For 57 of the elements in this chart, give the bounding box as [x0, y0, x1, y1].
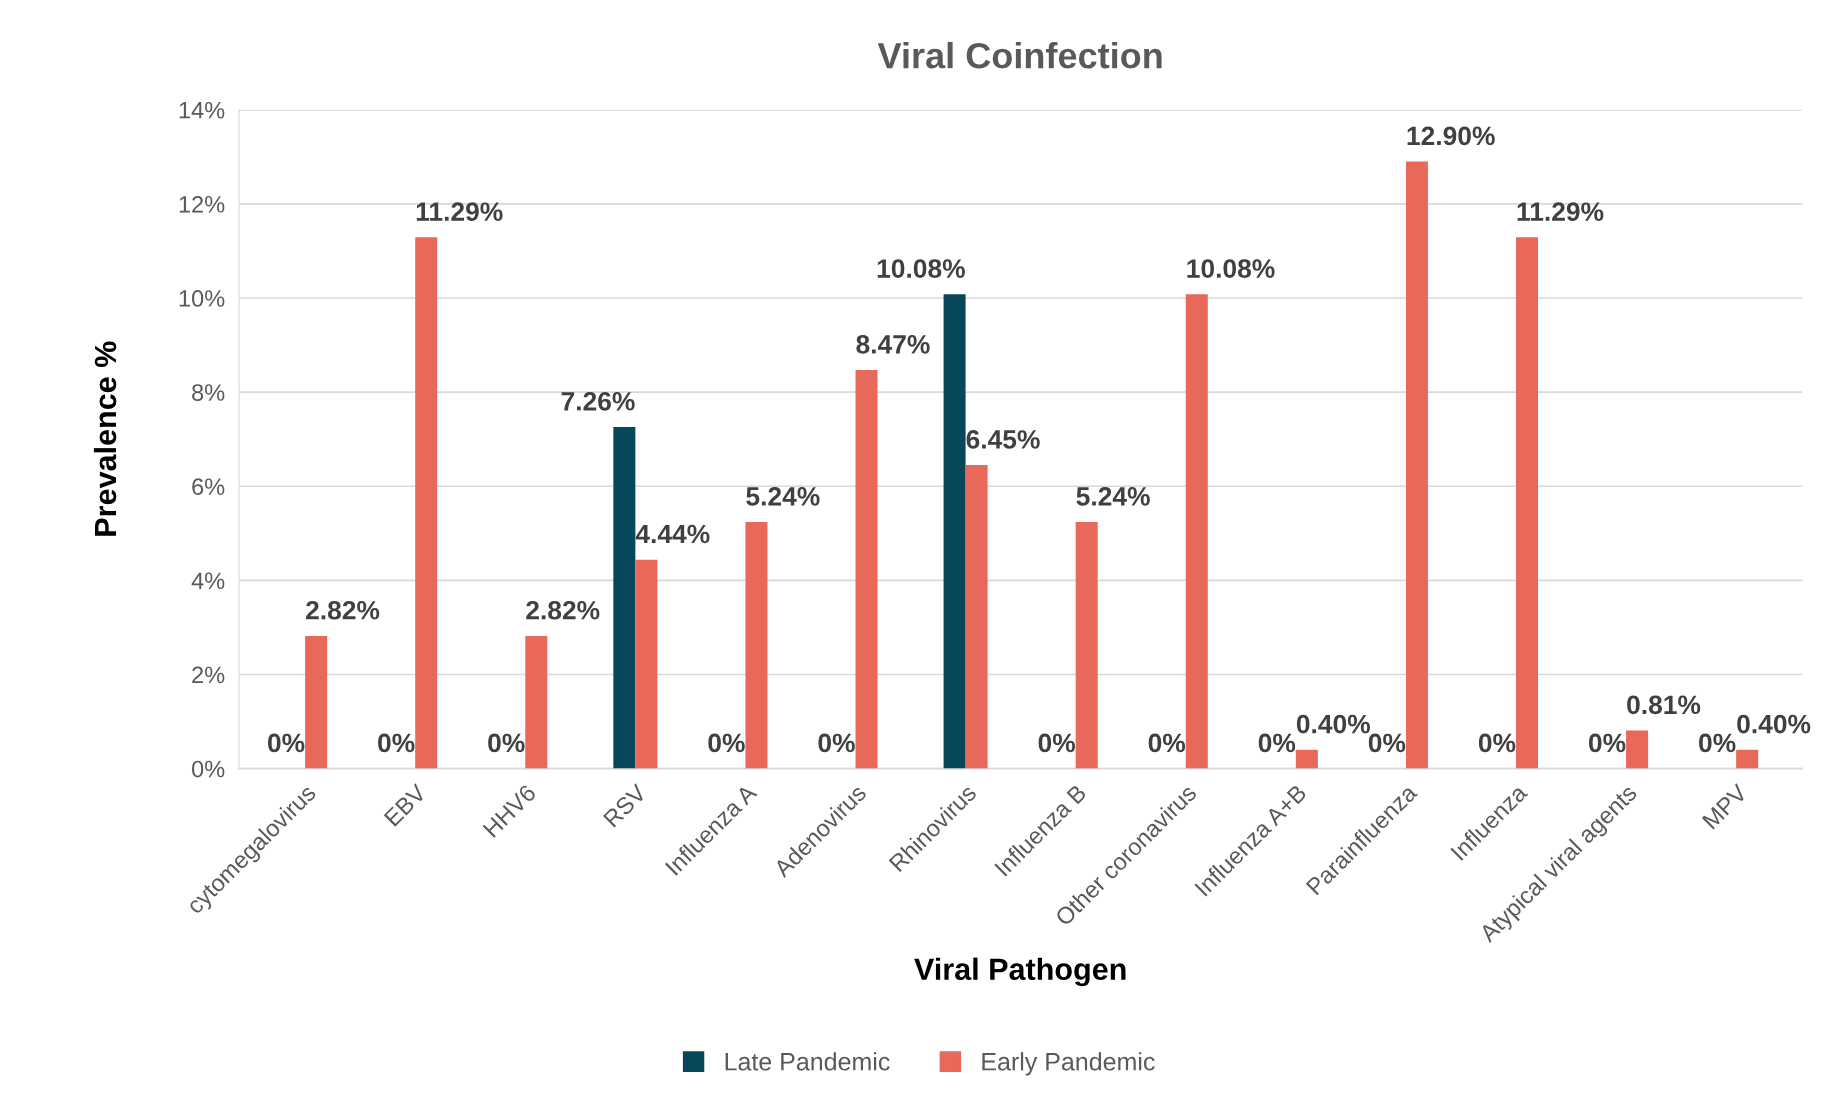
data-label: 6.45% — [966, 430, 1040, 449]
data-label: 0.81% — [1627, 695, 1701, 715]
data-label: 0% — [1258, 733, 1296, 753]
chart-title: Viral Coinfection — [877, 41, 1162, 69]
bar — [965, 465, 988, 769]
y-tick-label: 8% — [192, 384, 225, 401]
bar — [1405, 161, 1428, 769]
data-label: 0% — [708, 733, 745, 753]
legend-label: Early Pandemic — [982, 1052, 1155, 1076]
data-label: 0% — [268, 733, 305, 753]
bar — [1626, 730, 1649, 769]
data-label: 11.29% — [416, 202, 503, 221]
data-label: 7.26% — [561, 391, 635, 411]
bar — [855, 370, 878, 769]
data-label: 0% — [1148, 733, 1186, 753]
y-tick-label: 2% — [192, 666, 225, 684]
data-label: 0% — [1699, 733, 1736, 753]
bar — [1516, 237, 1539, 769]
data-label: 11.29% — [1517, 202, 1604, 221]
y-tick-label: 12% — [179, 195, 225, 213]
x-axis-title: Viral Pathogen — [914, 957, 1126, 987]
y-tick-label: 14% — [179, 101, 225, 119]
data-label: 0% — [488, 733, 525, 753]
data-label: 0% — [1588, 733, 1626, 753]
bar — [1075, 522, 1098, 769]
bar — [525, 635, 548, 769]
data-label: 0% — [1038, 733, 1075, 753]
data-label: 2.82% — [306, 600, 380, 620]
data-label: 4.44% — [635, 524, 710, 544]
data-label: 5.24% — [746, 487, 820, 506]
data-label: 10.08% — [1187, 259, 1275, 278]
data-label: 2.82% — [526, 600, 600, 620]
data-label: 12.90% — [1407, 126, 1495, 146]
data-label: 5.24% — [1076, 487, 1150, 506]
bar — [1736, 749, 1759, 769]
data-label: 8.47% — [856, 335, 930, 354]
bar — [305, 635, 328, 769]
bar — [1185, 294, 1208, 769]
y-tick-label: 10% — [179, 290, 225, 307]
bar — [635, 559, 658, 769]
data-label: 0% — [818, 733, 855, 753]
data-label: 0% — [1478, 733, 1516, 753]
data-label: 0.40% — [1737, 714, 1811, 734]
bar — [613, 426, 636, 769]
data-label: 0.40% — [1296, 714, 1370, 734]
data-label: 10.08% — [877, 259, 965, 278]
legend-label: Late Pandemic — [725, 1052, 890, 1071]
data-label: 0% — [378, 733, 415, 753]
bar — [943, 294, 966, 769]
y-tick-label: 4% — [191, 572, 225, 590]
y-tick-label: 6% — [192, 478, 225, 496]
y-axis-title: Prevalence % — [93, 341, 117, 536]
bar — [745, 522, 768, 769]
bar — [415, 237, 438, 769]
y-tick-label: 0% — [191, 760, 225, 778]
bar — [1295, 749, 1318, 769]
data-label: 0% — [1368, 733, 1406, 753]
